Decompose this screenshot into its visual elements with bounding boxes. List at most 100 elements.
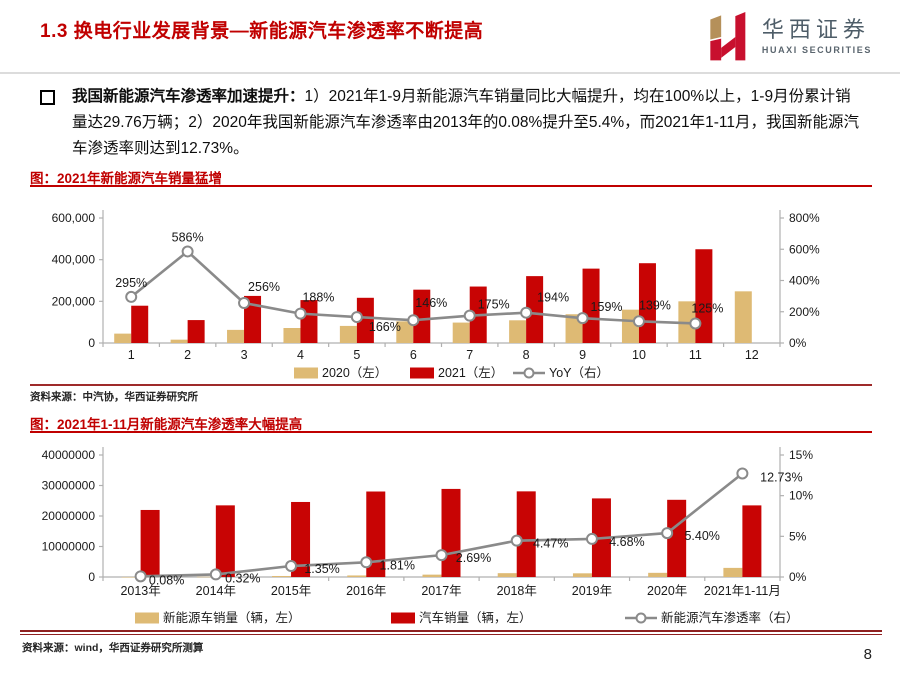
line-point <box>360 556 373 569</box>
left-tick-label: 600,000 <box>52 211 96 225</box>
intro-lead: 我国新能源汽车渗透率加速提升： <box>72 88 305 105</box>
left-tick-label: 40000000 <box>42 448 96 462</box>
bar-汽车销量（辆，左） <box>742 505 762 577</box>
data-label: 139% <box>639 298 671 312</box>
bar-2021（左） <box>413 289 431 343</box>
line-point <box>209 568 222 581</box>
bar-新能源车销量（辆，左） <box>648 572 668 577</box>
figure1-title-underline <box>30 185 872 187</box>
left-tick-label: 30000000 <box>42 479 96 493</box>
x-category-label: 2021年1-11月 <box>704 584 781 598</box>
bar-汽车销量（辆，左） <box>291 501 311 577</box>
data-label: 175% <box>478 298 510 312</box>
line-point <box>736 467 749 480</box>
x-category-label: 2014年 <box>196 584 236 598</box>
bar-2021（左） <box>187 320 205 343</box>
x-category-label: 12 <box>745 348 759 362</box>
left-tick-label: 10000000 <box>42 540 96 554</box>
bar-2020（左） <box>396 321 414 343</box>
left-tick-label: 0 <box>88 570 95 584</box>
huaxi-logo-h-icon <box>710 12 746 61</box>
line-point <box>689 317 702 330</box>
data-label: 1.35% <box>304 562 339 576</box>
bar-汽车销量（辆，左） <box>140 509 160 577</box>
data-label: 125% <box>691 301 723 315</box>
bar-汽车销量（辆，左） <box>366 491 386 577</box>
left-tick-label: 0 <box>88 336 95 350</box>
x-category-label: 7 <box>466 348 473 362</box>
x-category-label: 2013年 <box>120 584 160 598</box>
data-label: 159% <box>591 300 623 314</box>
data-label: 188% <box>302 291 334 305</box>
line-point <box>134 570 147 583</box>
legend-swatch-bar_tan <box>135 612 159 624</box>
x-category-label: 2020年 <box>647 584 687 598</box>
x-category-label: 3 <box>241 348 248 362</box>
logo-english-name: HUAXI SECURITIES <box>761 44 872 55</box>
x-category-label: 2017年 <box>421 584 461 598</box>
bar-2020（左） <box>227 329 245 343</box>
legend-label: 汽车销量（辆，左） <box>419 610 532 625</box>
bar-2021（左） <box>356 297 374 343</box>
bar-2021（左） <box>244 295 262 343</box>
line-point <box>181 245 194 258</box>
footer-divider-thick <box>20 630 882 632</box>
data-label: 0.08% <box>149 573 184 587</box>
figure1-title: 图：2021年新能源汽车销量猛增 <box>30 171 223 186</box>
line-point <box>520 306 533 319</box>
x-category-label: 5 <box>353 348 360 362</box>
legend-line-marker-dot <box>635 612 647 624</box>
legend-label: YoY（右） <box>549 365 609 380</box>
bar-新能源车销量（辆，左） <box>121 576 141 578</box>
bar-2020（左） <box>114 333 132 343</box>
bar-2020（左） <box>283 328 301 343</box>
chart-penetration-rate: 0 10000000 20000000 30000000 40000000 0% 5% 10%… <box>42 447 813 625</box>
figure1-source: 资料来源：中汽协，华西证券研究所 <box>30 391 198 403</box>
data-label: 295% <box>115 276 147 290</box>
bar-2020（左） <box>170 339 188 343</box>
data-label: 4.68% <box>609 535 644 549</box>
left-tick-label: 400,000 <box>52 253 96 267</box>
bar-2021（左） <box>300 300 318 343</box>
legend-label: 2020（左） <box>322 365 387 380</box>
x-category-label: 2 <box>184 348 191 362</box>
figure1-bottom-rule <box>30 384 872 386</box>
logo-chinese-name: 华西证券 <box>761 17 870 43</box>
x-category-label: 2019年 <box>572 584 612 598</box>
figure2-source: 资料来源：wind，华西证券研究所测算 <box>22 642 204 654</box>
legend-swatch-bar_red <box>391 612 415 624</box>
bar-新能源车销量（辆，左） <box>272 575 292 577</box>
line-point <box>294 307 307 320</box>
right-tick-label: 800% <box>789 211 820 225</box>
right-tick-label: 400% <box>789 274 820 288</box>
bar-汽车销量（辆，左） <box>215 505 235 577</box>
legend-label: 新能源汽车渗透率（右） <box>661 610 799 625</box>
bar-汽车销量（辆，左） <box>516 491 536 577</box>
x-category-label: 4 <box>297 348 304 362</box>
bar-新能源车销量（辆，左） <box>196 576 216 578</box>
logo-text: 华西证券 HUAXI SECURITIES <box>762 18 872 55</box>
bar-2020（左） <box>509 320 527 343</box>
bar-新能源车销量（辆，左） <box>497 573 517 577</box>
line-point <box>576 312 589 325</box>
huaxi-securities-logo: 华西证券 HUAXI SECURITIES <box>702 10 872 64</box>
bar-2021（左） <box>695 249 713 343</box>
data-label: 256% <box>248 280 280 294</box>
bar-2021（左） <box>131 305 149 343</box>
bar-2020（左） <box>734 291 752 343</box>
x-category-label: 2016年 <box>346 584 386 598</box>
x-category-label: 11 <box>689 348 702 362</box>
line-point <box>435 549 448 562</box>
right-tick-label: 5% <box>789 529 807 543</box>
bar-汽车销量（辆，左） <box>667 499 687 577</box>
bar-新能源车销量（辆，左） <box>723 567 743 577</box>
line-point <box>125 290 138 303</box>
bar-新能源车销量（辆，左） <box>572 573 592 577</box>
data-label: 194% <box>537 291 569 305</box>
x-category-label: 6 <box>410 348 417 362</box>
bullet-square-icon <box>40 90 55 105</box>
left-tick-label: 20000000 <box>42 509 96 523</box>
line-point <box>285 560 298 573</box>
intro-text: 我国新能源汽车渗透率加速提升：1）2021年1-9月新能源汽车销量同比大幅提升，… <box>72 84 862 162</box>
